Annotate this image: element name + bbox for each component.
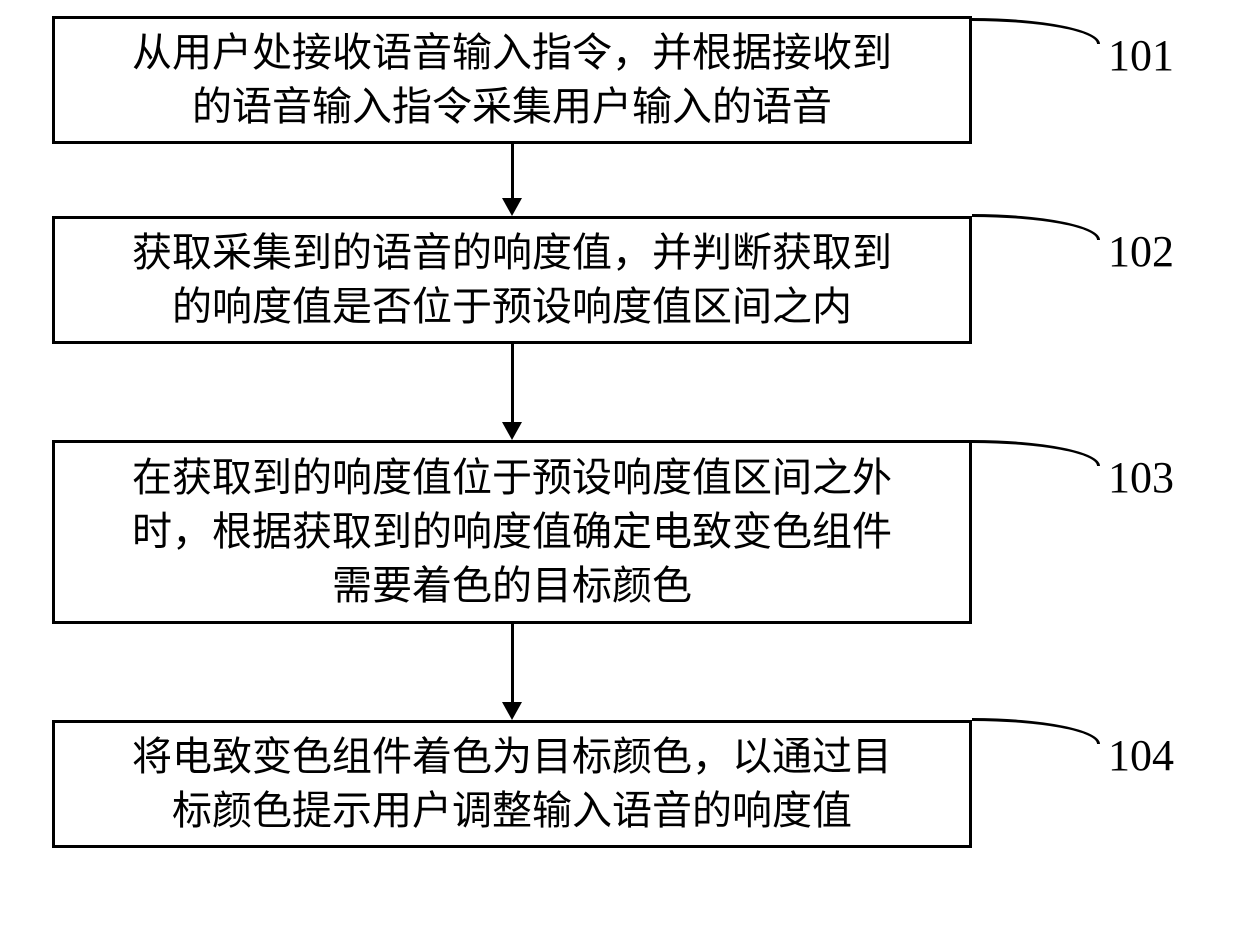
flow-node-n2: 获取采集到的语音的响度值，并判断获取到 的响度值是否位于预设响度值区间之内 <box>52 216 972 344</box>
flow-arrow-line-0 <box>511 144 514 198</box>
flow-arrow-head-0 <box>502 198 522 216</box>
flow-arrow-line-2 <box>511 624 514 702</box>
flow-node-n3: 在获取到的响度值位于预设响度值区间之外 时，根据获取到的响度值确定电致变色组件 … <box>52 440 972 624</box>
flow-node-text: 从用户处接收语音输入指令，并根据接收到 的语音输入指令采集用户输入的语音 <box>132 26 892 134</box>
label-connector-0 <box>972 18 1100 44</box>
flow-arrow-head-2 <box>502 702 522 720</box>
flow-node-label-n3: 103 <box>1108 452 1174 503</box>
flow-node-text: 获取采集到的语音的响度值，并判断获取到 的响度值是否位于预设响度值区间之内 <box>132 226 892 334</box>
label-connector-2 <box>972 440 1100 466</box>
flow-node-n4: 将电致变色组件着色为目标颜色，以通过目 标颜色提示用户调整输入语音的响度值 <box>52 720 972 848</box>
flow-node-n1: 从用户处接收语音输入指令，并根据接收到 的语音输入指令采集用户输入的语音 <box>52 16 972 144</box>
label-connector-3 <box>972 718 1100 744</box>
label-connector-1 <box>972 214 1100 240</box>
flowchart-canvas: 从用户处接收语音输入指令，并根据接收到 的语音输入指令采集用户输入的语音 101 获… <box>0 0 1240 936</box>
flow-node-text: 将电致变色组件着色为目标颜色，以通过目 标颜色提示用户调整输入语音的响度值 <box>132 730 892 838</box>
flow-arrow-head-1 <box>502 422 522 440</box>
flow-node-label-n2: 102 <box>1108 226 1174 277</box>
flow-arrow-line-1 <box>511 344 514 422</box>
flow-node-label-n4: 104 <box>1108 730 1174 781</box>
flow-node-text: 在获取到的响度值位于预设响度值区间之外 时，根据获取到的响度值确定电致变色组件 … <box>132 451 892 613</box>
flow-node-label-n1: 101 <box>1108 30 1174 81</box>
